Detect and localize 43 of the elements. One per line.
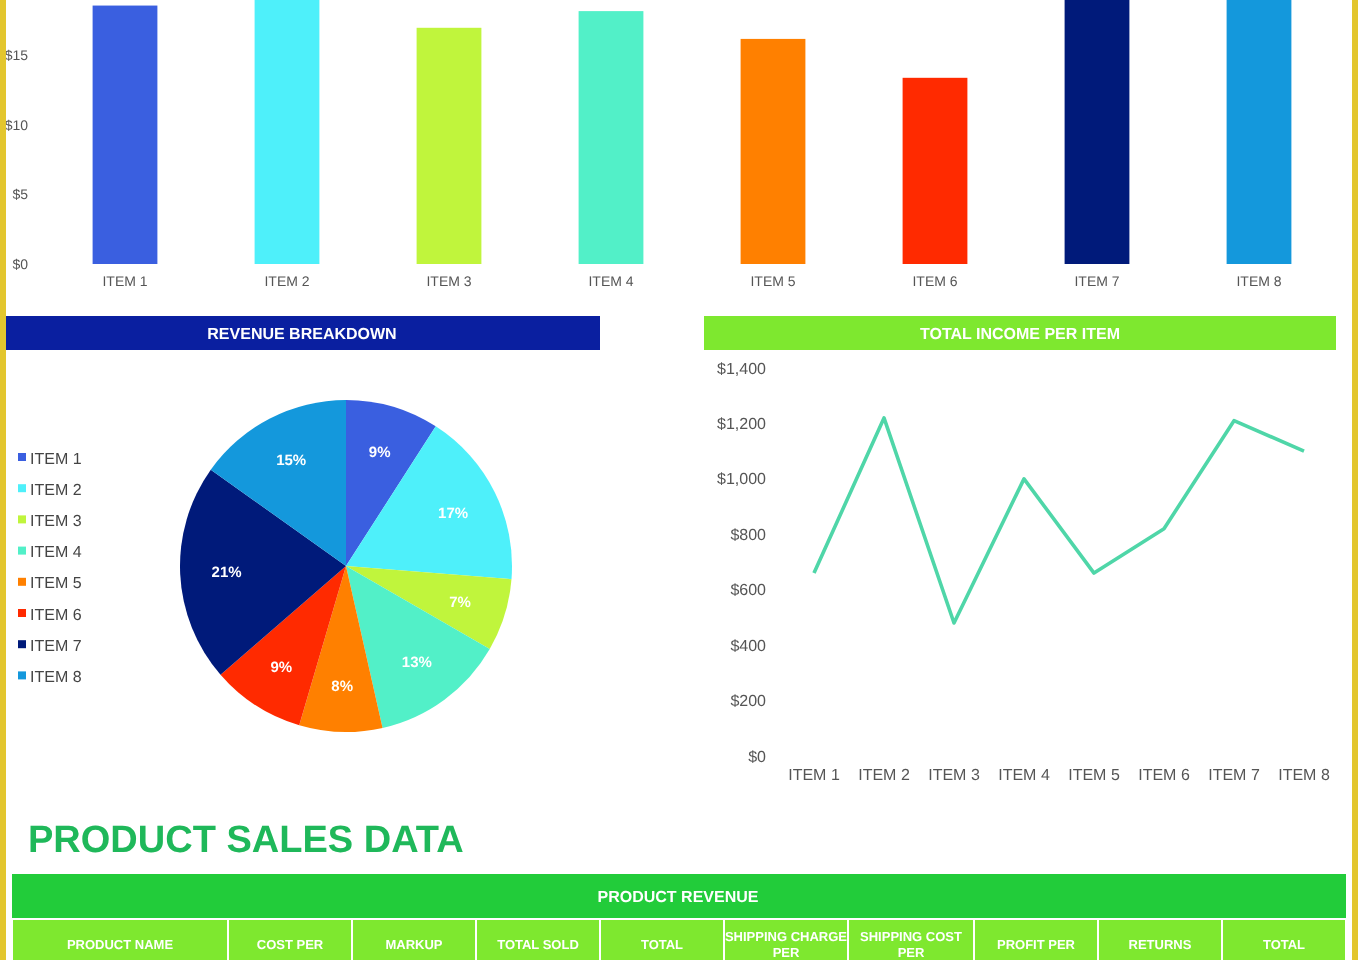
chart-title: REVENUE BREAKDOWN: [207, 325, 398, 343]
x-tick-label: ITEM 1: [788, 766, 841, 784]
y-tick-label: $1,200: [717, 415, 768, 434]
y-tick-label: $400: [730, 636, 768, 655]
y-tick-label: $600: [730, 581, 768, 600]
bar: [902, 77, 968, 264]
x-tick-label: ITEM 3: [928, 766, 981, 784]
text: PRODUCT SALES DATA: [28, 820, 465, 862]
legend-label: ITEM 6: [30, 605, 83, 624]
y-tick-label: $1,400: [717, 359, 768, 378]
pie-slice: [299, 566, 383, 732]
x-tick-label: ITEM 6: [1138, 766, 1191, 784]
line-series: [812, 416, 1306, 625]
pie-slice: [346, 400, 436, 566]
pie-slice: [346, 426, 512, 580]
chart-title: TOTAL INCOME PER ITEM: [919, 325, 1121, 343]
bar: [1064, 0, 1130, 264]
bar: [92, 5, 158, 264]
legend-label: ITEM 7: [30, 636, 83, 655]
bar: [416, 27, 482, 264]
y-tick-label: $0: [748, 747, 768, 766]
x-tick-label: ITEM 5: [1068, 766, 1121, 784]
legend-label: ITEM 8: [30, 668, 83, 686]
x-tick-label: ITEM 2: [858, 766, 911, 784]
bar: [578, 11, 644, 264]
bar: [254, 0, 320, 264]
y-tick-label: $200: [730, 692, 768, 711]
pie-slice: [210, 400, 346, 566]
legend-label: ITEM 2: [30, 480, 83, 499]
y-tick-label: $800: [730, 525, 768, 544]
legend-label: ITEM 1: [30, 449, 83, 468]
bar: [740, 38, 806, 264]
x-tick-label: ITEM 4: [998, 766, 1051, 784]
x-tick-label: ITEM 7: [1208, 766, 1261, 784]
legend-label: ITEM 5: [30, 574, 83, 593]
y-tick-label: $1,000: [717, 470, 768, 489]
pie-slice: [180, 469, 346, 675]
legend-label: ITEM 3: [30, 512, 83, 530]
pie-slice: [346, 566, 512, 649]
legend-label: ITEM 4: [30, 543, 83, 562]
text: PRODUCT REVENUE: [597, 887, 760, 906]
x-tick-label: ITEM 8: [1278, 766, 1331, 784]
bar: [1226, 0, 1292, 264]
